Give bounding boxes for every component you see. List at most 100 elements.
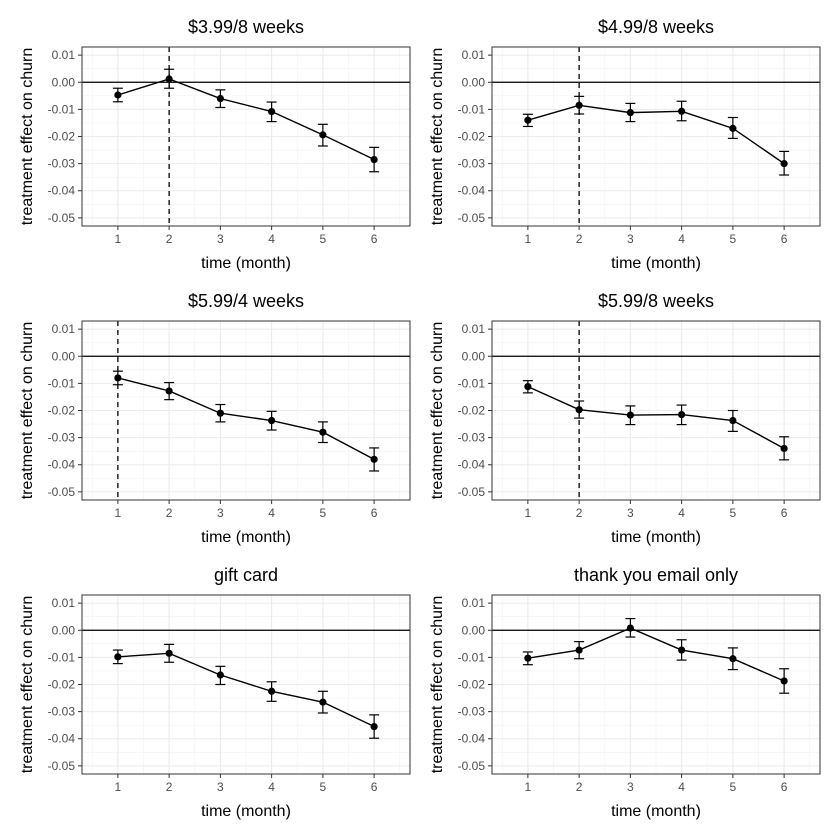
x-tick-label: 4 bbox=[268, 506, 275, 520]
y-tick-label: -0.01 bbox=[48, 376, 76, 390]
data-point bbox=[370, 155, 378, 164]
data-point bbox=[165, 387, 173, 395]
y-tick-label: -0.03 bbox=[458, 157, 486, 171]
data-point bbox=[729, 655, 737, 663]
y-tick-label: -0.02 bbox=[48, 404, 76, 418]
data-point bbox=[780, 677, 788, 685]
data-point bbox=[626, 411, 634, 419]
x-tick-label: 2 bbox=[576, 232, 583, 246]
y-tick-label: -0.02 bbox=[48, 678, 76, 692]
data-point bbox=[524, 116, 532, 124]
y-tick-label: 0.00 bbox=[462, 349, 486, 363]
series-line bbox=[117, 652, 375, 728]
x-tick-label: 1 bbox=[115, 506, 122, 520]
data-point bbox=[524, 383, 532, 391]
data-point bbox=[216, 671, 224, 679]
x-tick-label: 1 bbox=[525, 780, 532, 794]
y-axis-title: treatment effect on churn bbox=[429, 48, 446, 226]
y-tick-label: 0.00 bbox=[52, 349, 76, 363]
x-tick-label: 5 bbox=[730, 232, 737, 246]
y-tick-label: -0.01 bbox=[458, 102, 486, 116]
x-tick-label: 6 bbox=[781, 506, 788, 520]
series-line bbox=[117, 78, 375, 161]
x-tick-label: 3 bbox=[627, 780, 634, 794]
y-axis-title: treatment effect on churn bbox=[429, 322, 446, 500]
x-axis-title: time (month) bbox=[201, 803, 291, 820]
y-tick-label: -0.04 bbox=[48, 184, 76, 198]
y-tick-label: -0.02 bbox=[458, 404, 486, 418]
y-tick-label: -0.05 bbox=[48, 485, 76, 499]
y-tick-label: -0.03 bbox=[458, 431, 486, 445]
x-tick-label: 6 bbox=[781, 780, 788, 794]
data-point bbox=[319, 131, 327, 139]
y-tick-label: 0.00 bbox=[52, 623, 76, 637]
data-point bbox=[216, 94, 224, 103]
x-tick-label: 5 bbox=[320, 780, 327, 794]
data-point bbox=[319, 428, 327, 436]
series-line bbox=[527, 385, 785, 450]
y-tick-label: 0.01 bbox=[462, 322, 486, 336]
panel-title: gift card bbox=[214, 565, 278, 585]
data-point bbox=[268, 687, 276, 695]
data-point bbox=[524, 654, 532, 662]
y-tick-label: -0.04 bbox=[48, 732, 76, 746]
panel-title: $4.99/8 weeks bbox=[598, 17, 714, 37]
x-tick-label: 3 bbox=[217, 506, 224, 520]
x-axis-title: time (month) bbox=[611, 803, 701, 820]
x-tick-label: 1 bbox=[115, 780, 122, 794]
x-tick-label: 3 bbox=[217, 232, 224, 246]
panel-2: 0.01 0.00 -0.01 -0.02 -0.03 -0.04 -0.05 1 2 3 4 5 6 $… bbox=[429, 17, 821, 272]
x-tick-label: 5 bbox=[320, 232, 327, 246]
series-line bbox=[117, 377, 375, 460]
y-tick-label: -0.04 bbox=[458, 458, 486, 472]
x-tick-label: 6 bbox=[371, 780, 378, 794]
y-tick-label: 0.01 bbox=[52, 48, 76, 62]
data-point bbox=[268, 416, 276, 425]
data-point bbox=[575, 101, 583, 109]
data-point bbox=[678, 646, 686, 654]
panel-6: 0.01 0.00 -0.01 -0.02 -0.03 -0.04 -0.05 1 2 3 4 5 6 t… bbox=[429, 565, 821, 820]
x-tick-label: 4 bbox=[268, 780, 275, 794]
y-tick-label: -0.02 bbox=[48, 130, 76, 144]
panel-4: 0.01 0.00 -0.01 -0.02 -0.03 -0.04 -0.05 1 2 3 4 5 6 $… bbox=[429, 291, 821, 546]
x-tick-label: 2 bbox=[166, 506, 173, 520]
y-tick-label: -0.01 bbox=[48, 102, 76, 116]
x-tick-label: 5 bbox=[730, 506, 737, 520]
y-tick-label: -0.01 bbox=[458, 376, 486, 390]
x-tick-label: 3 bbox=[627, 506, 634, 520]
panel-5: 0.01 0.00 -0.01 -0.02 -0.03 -0.04 -0.05 1 2 3 4 5 6 g… bbox=[19, 565, 411, 820]
x-axis-title: time (month) bbox=[201, 255, 291, 272]
y-tick-label: 0.00 bbox=[462, 75, 486, 89]
x-tick-label: 4 bbox=[678, 506, 685, 520]
series-line bbox=[527, 627, 785, 682]
y-axis-title: treatment effect on churn bbox=[429, 596, 446, 774]
y-tick-label: -0.04 bbox=[458, 184, 486, 198]
x-tick-label: 2 bbox=[576, 780, 583, 794]
y-tick-label: 0.00 bbox=[462, 623, 486, 637]
y-axis-title: treatment effect on churn bbox=[19, 596, 36, 774]
x-tick-label: 2 bbox=[166, 232, 173, 246]
data-point bbox=[114, 91, 122, 99]
x-tick-label: 4 bbox=[268, 232, 275, 246]
x-tick-label: 3 bbox=[627, 232, 634, 246]
y-tick-label: 0.01 bbox=[462, 48, 486, 62]
series-line bbox=[527, 104, 785, 165]
y-tick-label: 0.01 bbox=[52, 596, 76, 610]
data-point bbox=[729, 416, 737, 425]
x-tick-label: 4 bbox=[678, 780, 685, 794]
data-point bbox=[678, 107, 686, 115]
panel-title: $5.99/8 weeks bbox=[598, 291, 714, 311]
y-axis-title: treatment effect on churn bbox=[19, 48, 36, 226]
y-tick-label: -0.05 bbox=[458, 759, 486, 773]
x-tick-label: 5 bbox=[320, 506, 327, 520]
x-tick-label: 1 bbox=[525, 232, 532, 246]
y-tick-label: 0.01 bbox=[462, 596, 486, 610]
data-point bbox=[165, 75, 173, 83]
data-point bbox=[114, 653, 122, 661]
x-tick-label: 5 bbox=[730, 780, 737, 794]
data-point bbox=[216, 409, 224, 417]
x-axis-title: time (month) bbox=[611, 529, 701, 546]
x-tick-label: 6 bbox=[781, 232, 788, 246]
